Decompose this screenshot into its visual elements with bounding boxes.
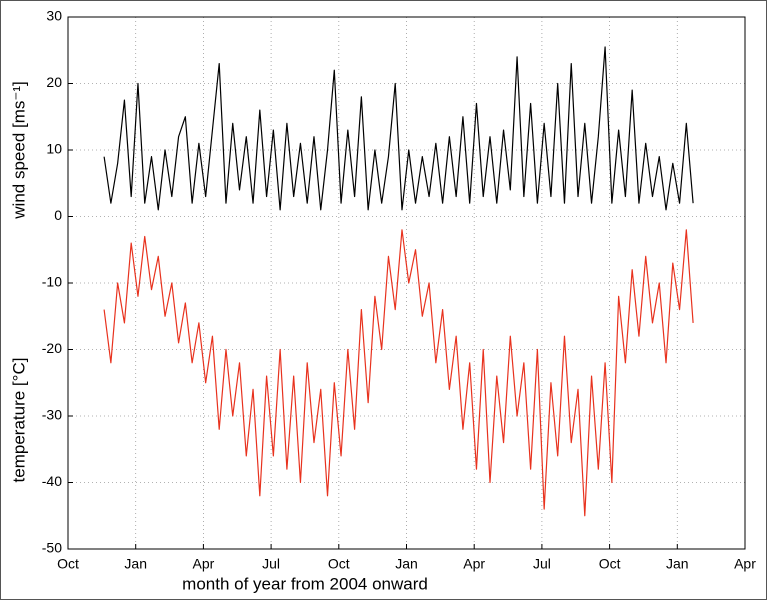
x-tick-label: Apr — [193, 556, 215, 572]
data-line — [103, 229, 694, 517]
plot-frame — [67, 16, 746, 550]
y-tick-label: -10 — [42, 274, 62, 290]
y-tick-label: 30 — [46, 8, 62, 24]
y-tick-label: 20 — [46, 74, 62, 90]
x-tick-label: Oct — [57, 556, 79, 572]
y-axis-title-wind: wind speed [ms⁻¹] — [9, 81, 28, 219]
y-tick-label: -50 — [42, 540, 62, 556]
y-tick-label: 0 — [54, 207, 62, 223]
x-tick-label: Apr — [734, 556, 756, 572]
x-tick-label: Jan — [666, 556, 689, 572]
y-tick-label: -20 — [42, 340, 62, 356]
x-tick-label: Jan — [395, 556, 418, 572]
y-tick-label: 10 — [46, 141, 62, 157]
y-tick-label: -30 — [42, 407, 62, 423]
x-tick-label: Jan — [124, 556, 147, 572]
x-tick-label: Apr — [463, 556, 485, 572]
y-tick-label: -40 — [42, 473, 62, 489]
x-axis-title: month of year from 2004 onward — [182, 574, 428, 593]
y-axis-title-temperature: temperature [°C] — [9, 358, 28, 483]
x-tick-label: Jul — [262, 556, 280, 572]
data-line — [103, 46, 694, 211]
x-tick-label: Jul — [533, 556, 551, 572]
x-tick-label: Oct — [328, 556, 350, 572]
x-tick-label: Oct — [599, 556, 621, 572]
